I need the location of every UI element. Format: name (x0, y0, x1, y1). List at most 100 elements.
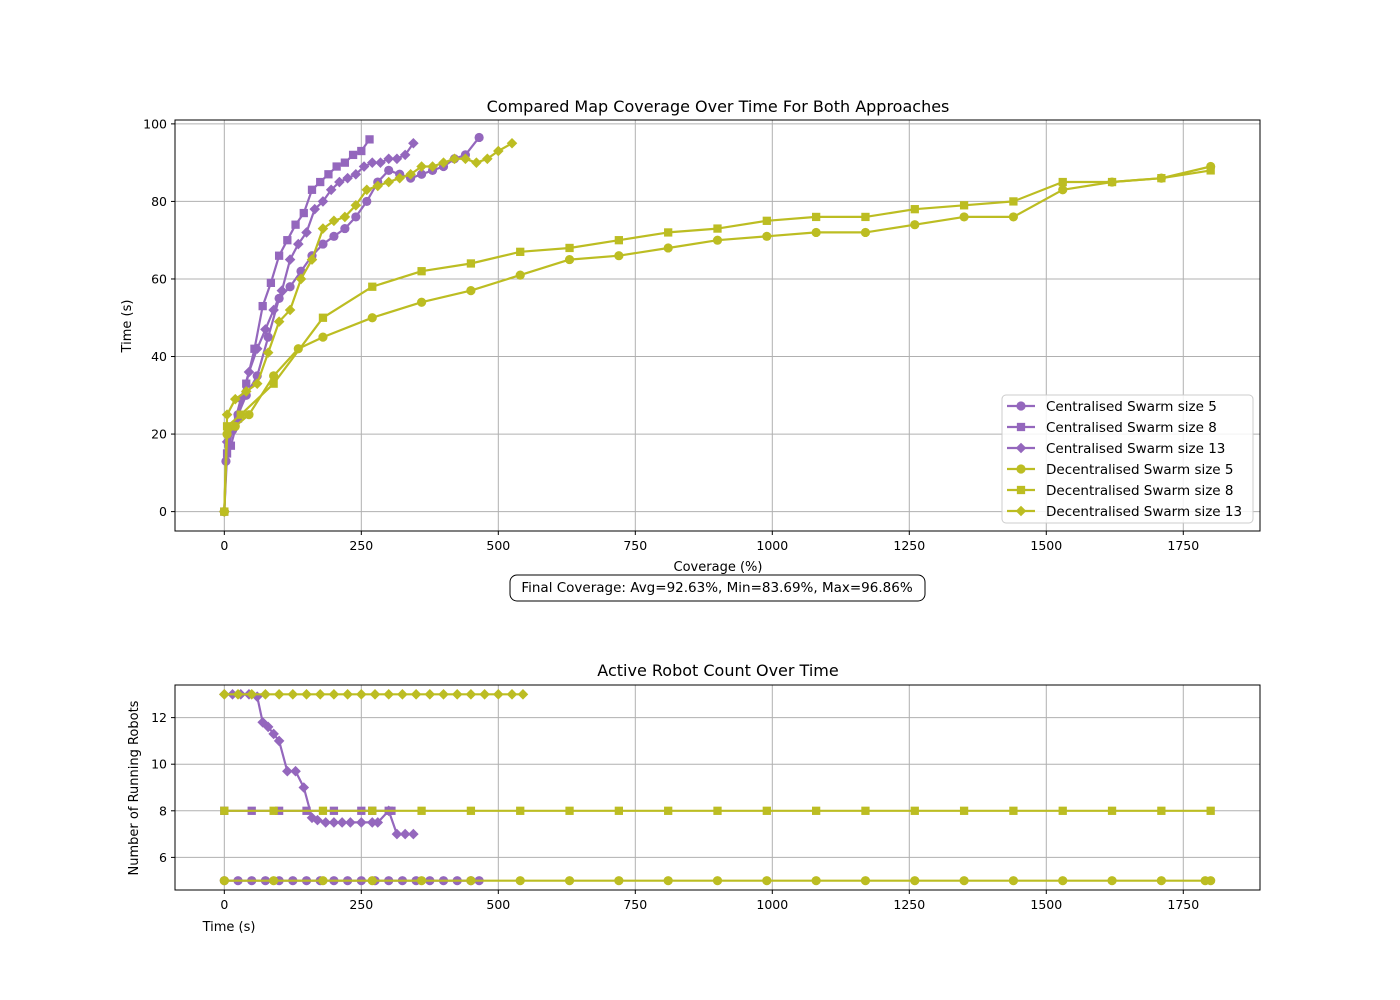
robot-count-ytick-label: 6 (159, 850, 167, 865)
coverage-data-point (260, 324, 271, 335)
coverage-data-point (959, 212, 969, 222)
robot-count-data-point (391, 828, 403, 840)
robot-count-data-point (287, 689, 299, 700)
robot-count-data-point (438, 689, 449, 700)
robot-count-xtick-label: 1250 (893, 897, 925, 912)
coverage-data-point (240, 386, 252, 397)
coverage-data-point (1157, 174, 1166, 183)
coverage-data-point (266, 278, 276, 287)
coverage-data-point (251, 343, 263, 355)
robot-count-data-point (424, 689, 436, 700)
coverage-data-point (811, 227, 821, 238)
coverage-data-point (762, 216, 771, 225)
legend-entry: Decentralised Swarm size 5 (1007, 462, 1234, 478)
robot-count-xtick-label: 750 (623, 897, 647, 912)
coverage-data-point (244, 410, 254, 420)
robot-count-data-point (713, 806, 722, 815)
coverage-data-point (357, 146, 366, 156)
coverage-data-point (361, 184, 373, 196)
coverage-data-point (515, 270, 525, 280)
coverage-data-point (417, 267, 426, 276)
coverage-data-point (860, 227, 871, 238)
legend-entry: Centralised Swarm size 8 (1007, 420, 1217, 436)
robot-count-data-point (312, 814, 323, 826)
coverage-xtick-label: 250 (349, 538, 373, 553)
legend-label: Decentralised Swarm size 13 (1046, 504, 1242, 520)
coverage-data-point (368, 282, 377, 291)
coverage-data-point (438, 157, 449, 168)
coverage-data-point (910, 220, 920, 230)
robot-count-chart-xlabel: Time (s) (202, 920, 256, 935)
coverage-data-point (399, 149, 411, 161)
coverage-series-line (223, 142, 513, 512)
robot-count-chart-ylabel: Number of Running Robots (127, 700, 142, 875)
coverage-xtick-label: 0 (220, 538, 228, 553)
coverage-data-point (713, 224, 722, 233)
coverage-data-point (301, 227, 312, 238)
coverage-data-point (328, 215, 340, 227)
robot-count-data-point (811, 876, 821, 886)
robot-count-data-point (282, 765, 293, 777)
coverage-data-point (291, 220, 300, 229)
coverage-data-point (339, 211, 351, 223)
coverage-chart-ylabel: Time (s) (120, 300, 135, 354)
coverage-data-point (408, 137, 419, 149)
robot-count-data-point (416, 876, 427, 886)
legend-label: Centralised Swarm size 5 (1046, 399, 1217, 415)
robot-count-xtick-label: 1000 (756, 897, 788, 912)
legend-label: Centralised Swarm size 8 (1046, 420, 1217, 436)
coverage-chart-frame (174, 119, 1261, 532)
coverage-data-point (427, 161, 438, 172)
robot-count-data-point (1156, 876, 1166, 886)
legend-label: Centralised Swarm size 13 (1046, 441, 1225, 457)
coverage-ytick-label: 60 (151, 271, 167, 286)
robot-count-data-point (314, 689, 326, 700)
robot-count-data-point (1008, 876, 1019, 886)
coverage-data-point (318, 332, 328, 342)
robot-count-data-point (273, 735, 285, 747)
coverage-data-point (236, 410, 245, 419)
robot-count-data-point (397, 689, 408, 700)
coverage-data-point (375, 157, 386, 168)
robot-count-data-point (262, 721, 274, 733)
coverage-data-point (350, 168, 362, 180)
coverage-chart-legend: Centralised Swarm size 5 Centralised Swar… (1001, 394, 1254, 524)
coverage-data-point (383, 153, 395, 165)
coverage-data-point (342, 172, 353, 184)
coverage-data-point (391, 153, 403, 165)
robot-count-data-point (712, 876, 723, 886)
robot-count-chart-title: Active Robot Count Over Time (597, 661, 838, 680)
coverage-xtick-label: 1000 (756, 538, 788, 553)
robot-count-data-point (1206, 806, 1215, 815)
coverage-data-point (1058, 177, 1067, 187)
robot-count-data-point (417, 806, 426, 815)
coverage-data-point (329, 231, 339, 241)
robot-count-chart-frame (174, 684, 1261, 891)
robot-count-data-point (959, 876, 969, 886)
robot-count-data-point (479, 689, 490, 700)
coverage-data-point (493, 145, 504, 157)
robot-count-data-point (466, 876, 476, 886)
robot-count-data-point (1058, 876, 1068, 886)
coverage-xtick-label: 1500 (1030, 538, 1062, 553)
coverage-data-point (306, 254, 318, 265)
robot-count-chart-series (219, 689, 1216, 886)
coverage-ytick-label: 20 (151, 427, 167, 442)
coverage-data-point (221, 409, 233, 420)
robot-count-data-point (664, 806, 673, 815)
coverage-series-6 (219, 137, 518, 517)
coverage-chart-ticks: 0 250 500 750 1000 1250 1500 1750 0 20 40 60 80 100 (143, 116, 1199, 553)
robot-count-data-point (1107, 876, 1117, 886)
legend-marker (1016, 464, 1026, 474)
coverage-data-point (334, 176, 345, 188)
robot-count-xtick-label: 1750 (1167, 897, 1199, 912)
legend-entry: Decentralised Swarm size 13 (1007, 504, 1242, 520)
coverage-data-point (284, 304, 296, 316)
coverage-data-point (358, 161, 370, 172)
robot-count-data-point (565, 806, 574, 815)
robot-count-data-point (465, 689, 477, 700)
coverage-data-point (316, 177, 325, 187)
coverage-data-point (348, 150, 358, 160)
coverage-data-point (269, 379, 278, 388)
